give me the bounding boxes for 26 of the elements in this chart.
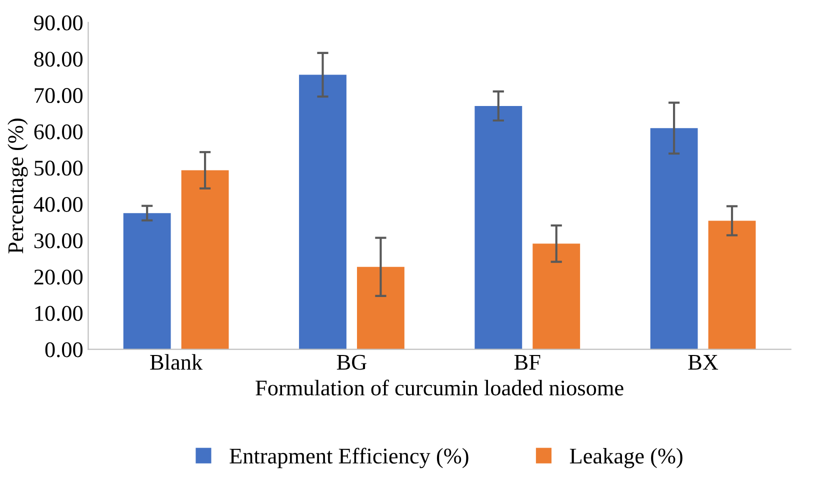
y-tick-label: 60.00 xyxy=(34,124,83,140)
bar xyxy=(299,74,346,350)
bar xyxy=(356,266,404,350)
bar xyxy=(650,128,698,350)
x-tick-label: Blank xyxy=(150,354,203,370)
legend-label: Leakage (%) xyxy=(570,448,682,468)
y-tick-label: 90.00 xyxy=(34,15,83,30)
y-tick-label: 50.00 xyxy=(34,160,83,176)
y-tick-label: 70.00 xyxy=(34,88,83,104)
bar xyxy=(123,213,171,350)
y-tick-label: 0.00 xyxy=(45,342,83,358)
bar xyxy=(532,244,580,350)
y-tick-label: 20.00 xyxy=(34,270,83,285)
x-tick-label: BX xyxy=(688,355,718,370)
bar xyxy=(181,170,229,350)
x-tick-label: BF xyxy=(514,355,540,370)
bar xyxy=(474,106,522,350)
legend-label: Entrapment Efficiency (%) xyxy=(230,448,468,468)
y-tick-label: 40.00 xyxy=(34,196,83,212)
y-axis-title: Percentage (%) xyxy=(8,118,28,254)
y-tick-label: 80.00 xyxy=(34,52,83,67)
y-tick-label: 10.00 xyxy=(35,306,83,322)
bar xyxy=(708,220,756,350)
x-tick-label: BG xyxy=(336,354,366,370)
y-tick-label: 30.00 xyxy=(34,233,83,248)
x-axis-title: Formulation of curcumin loaded niosome xyxy=(256,380,624,396)
